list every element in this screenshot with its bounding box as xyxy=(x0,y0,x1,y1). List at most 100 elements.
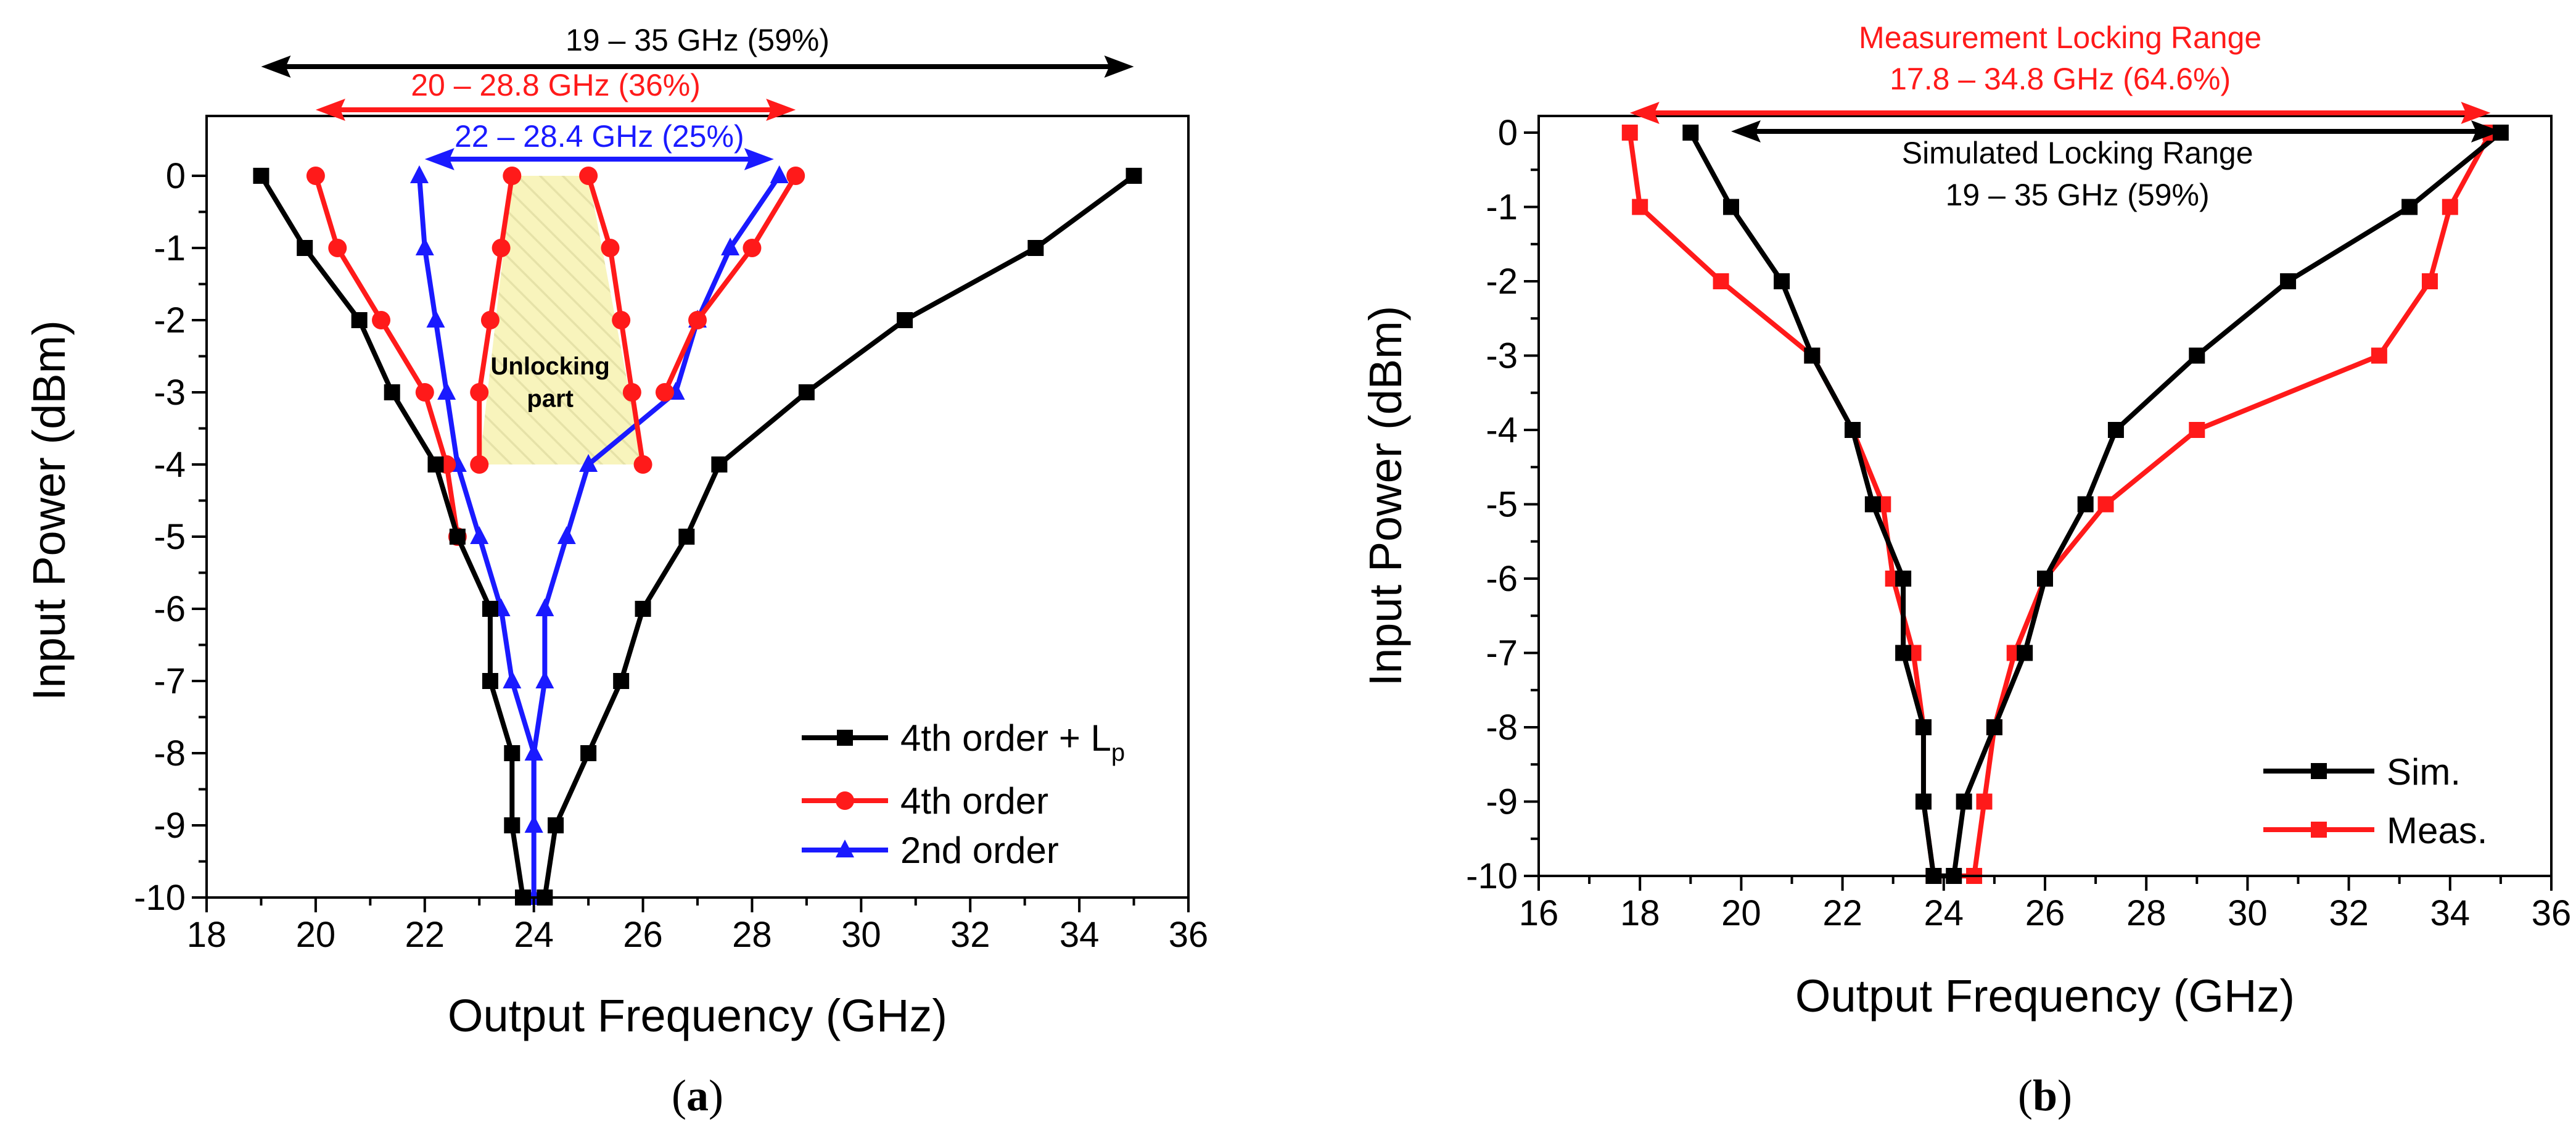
data-point-4th-order xyxy=(633,455,652,474)
data-point-meas xyxy=(1713,273,1729,289)
meas-range-value: 17.8 – 34.8 GHz (64.6%) xyxy=(1890,62,2231,96)
data-point-4th-order-lp xyxy=(897,312,913,328)
range-arrow-1-head-right xyxy=(766,99,796,121)
caption-a-letter: a xyxy=(686,1071,709,1120)
y-tick-label: -3 xyxy=(154,373,186,413)
series-group-b xyxy=(1621,125,2509,884)
axes-a: 18 20 22 24 26 28 30 32 34 36 0 -1 -2 -3 -4 -5 -6 -7 -8 -9 -… xyxy=(134,156,1208,955)
data-point-2nd-order xyxy=(524,815,543,833)
legend-b: Sim. Meas. xyxy=(2263,751,2487,851)
legend-marker-4th-order xyxy=(836,791,854,810)
data-point-sim xyxy=(1895,571,1912,587)
x-tick-label: 28 xyxy=(2126,893,2167,933)
data-point-2nd-order xyxy=(524,743,543,761)
data-point-meas xyxy=(2442,199,2458,215)
data-point-2nd-order xyxy=(535,598,554,616)
y-tick-label: -9 xyxy=(154,806,186,846)
data-point-4th-order-lp xyxy=(504,745,521,761)
data-point-2nd-order xyxy=(579,454,598,472)
legend-label-sim: Sim. xyxy=(2387,751,2461,793)
data-point-2nd-order xyxy=(426,310,445,328)
data-point-4th-order-lp xyxy=(482,601,498,617)
data-point-4th-order xyxy=(470,455,489,474)
data-point-4th-order-lp xyxy=(1027,240,1044,256)
data-point-4th-order-lp xyxy=(678,529,695,545)
caption-a: (a) xyxy=(672,1071,723,1120)
data-point-4th-order xyxy=(601,239,620,257)
series-line-4th-order-left xyxy=(313,175,460,537)
y-tick-label: -4 xyxy=(1486,410,1518,450)
legend-marker-4th-order-lp xyxy=(837,730,853,746)
unlocking-label: Unlocking xyxy=(491,353,610,380)
y-tick-label: -9 xyxy=(1486,782,1518,822)
data-point-sim xyxy=(1774,273,1790,289)
data-point-sim xyxy=(1845,422,1861,438)
data-point-sim xyxy=(2189,347,2205,364)
data-point-4th-order-lp xyxy=(580,745,597,761)
x-tick-label: 32 xyxy=(2329,893,2369,933)
data-point-2nd-order xyxy=(437,382,456,400)
data-point-4th-order xyxy=(579,167,598,185)
range-arrow-meas-head-left xyxy=(1629,102,1660,124)
y-tick-label: -8 xyxy=(154,733,186,774)
data-point-4th-order-lp xyxy=(427,456,444,473)
y-tick-label: -10 xyxy=(134,878,186,918)
data-point-sim xyxy=(1804,347,1821,364)
data-point-2nd-order xyxy=(721,237,740,255)
data-point-4th-order-lp xyxy=(253,168,270,184)
y-tick-label: -2 xyxy=(1486,262,1518,302)
range-label-0: 19 – 35 GHz (59%) xyxy=(566,23,829,57)
data-point-4th-order xyxy=(743,239,762,257)
x-tick-label: 32 xyxy=(950,915,990,955)
data-point-4th-order xyxy=(492,239,511,257)
legend-label-4th-order: 4th order xyxy=(900,780,1048,822)
data-point-4th-order-lp xyxy=(297,240,313,256)
data-point-4th-order xyxy=(688,311,707,329)
range-arrow-0-head-left xyxy=(261,56,291,78)
series-line-2nd-order-right xyxy=(531,174,781,825)
x-tick-label: 24 xyxy=(1924,893,1964,933)
data-point-4th-order-lp xyxy=(711,456,728,473)
y-tick-label: -7 xyxy=(154,661,186,701)
legend-marker-sim xyxy=(2311,763,2327,779)
data-point-sim xyxy=(1956,793,1972,810)
y-tick-label: -8 xyxy=(1486,708,1518,748)
data-point-2nd-order xyxy=(770,165,789,183)
chart-b: 16 18 20 22 24 26 28 30 32 34 36 0 -1 -2 -3 -4 -5 -6 -7 -8 -… xyxy=(1360,20,2571,1120)
legend-label-4th-order-lp-main: 4th order + L xyxy=(900,717,1111,759)
data-point-4th-order xyxy=(480,311,500,329)
range-arrow-2-head-right xyxy=(744,148,774,170)
y-axis-title-b: Input Power (dBm) xyxy=(1360,306,1411,687)
x-tick-label: 24 xyxy=(514,915,554,955)
data-point-sim xyxy=(2037,571,2053,587)
data-point-4th-order-lp xyxy=(1125,168,1142,184)
series-line-sim xyxy=(1688,130,2503,878)
range-arrow-sim-head-right xyxy=(2471,120,2501,142)
x-tick-label: 30 xyxy=(2228,893,2268,933)
data-point-sim xyxy=(1722,199,1739,215)
legend-label-meas: Meas. xyxy=(2387,810,2487,851)
x-tick-label: 30 xyxy=(841,915,881,955)
data-point-meas xyxy=(1621,125,1638,141)
range-arrow-meas-head-right xyxy=(2461,102,2491,124)
legend-marker-meas xyxy=(2311,822,2327,838)
data-point-4th-order xyxy=(372,311,391,329)
data-point-4th-order xyxy=(655,383,674,402)
sim-range-value: 19 – 35 GHz (59%) xyxy=(1946,178,2210,212)
data-point-4th-order-lp xyxy=(482,673,498,689)
annotations-b: Measurement Locking Range 17.8 – 34.8 GHz… xyxy=(1629,20,2501,212)
data-point-sim xyxy=(1915,719,1932,735)
data-point-sim xyxy=(1682,125,1699,141)
data-point-4th-order xyxy=(612,311,631,329)
data-point-sim xyxy=(1864,496,1881,513)
y-tick-label: -5 xyxy=(154,517,186,557)
x-tick-label: 20 xyxy=(1721,893,1761,933)
legend-marker-2nd-order xyxy=(836,840,854,857)
data-point-2nd-order xyxy=(415,237,434,255)
data-point-2nd-order xyxy=(470,526,489,544)
data-point-4th-order xyxy=(415,383,434,402)
data-point-2nd-order xyxy=(557,526,576,544)
x-tick-label: 20 xyxy=(296,915,336,955)
data-point-2nd-order xyxy=(409,165,429,183)
y-tick-label: -3 xyxy=(1486,336,1518,376)
